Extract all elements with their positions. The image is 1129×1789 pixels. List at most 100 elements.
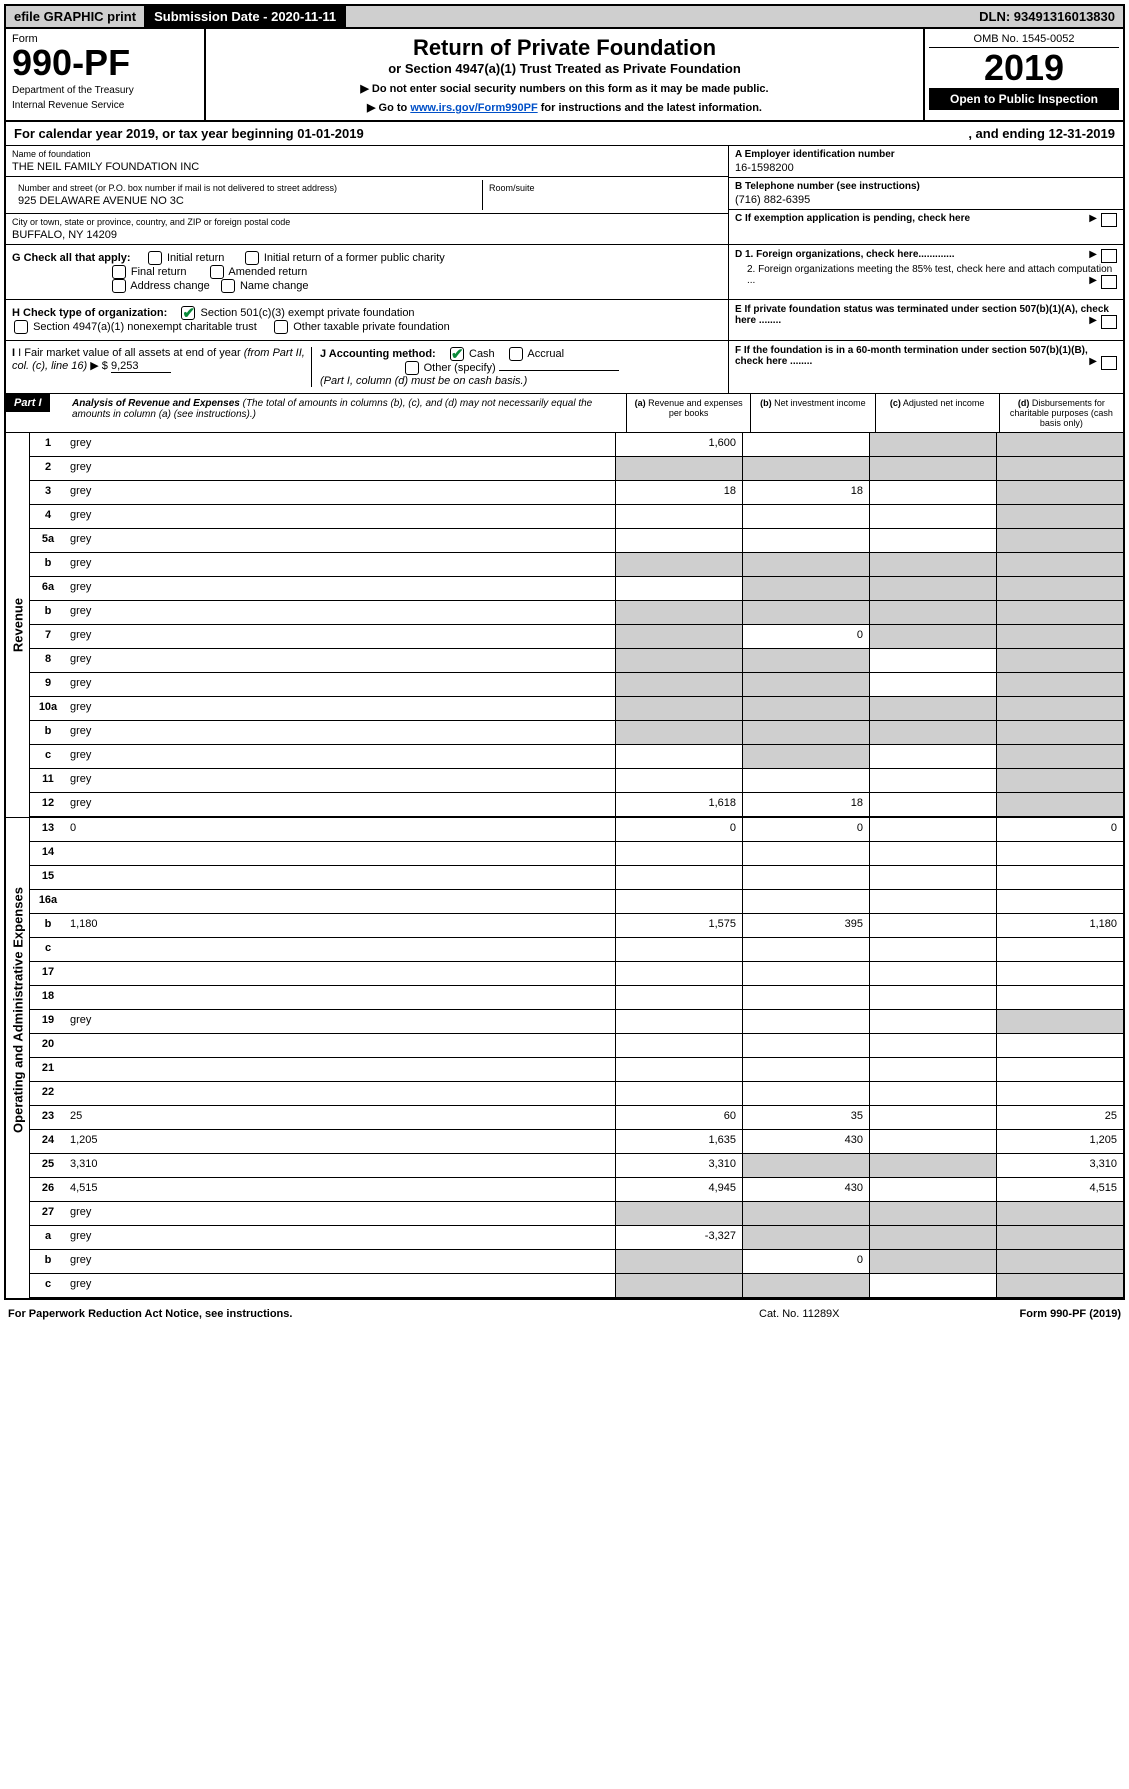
table-cell [869, 481, 996, 504]
table-cell [615, 697, 742, 720]
c-checkbox[interactable] [1101, 213, 1117, 227]
table-row: bgrey [30, 721, 1123, 745]
table-cell [869, 601, 996, 624]
table-cell: 1,205 [996, 1130, 1123, 1153]
table-cell: 1,180 [996, 914, 1123, 937]
row-description: grey [66, 481, 615, 504]
table-cell [869, 842, 996, 865]
row-number: 8 [30, 649, 66, 672]
e-checkbox[interactable] [1101, 315, 1117, 329]
d1-checkbox[interactable] [1101, 249, 1117, 263]
header-row: Form 990-PF Department of the Treasury I… [6, 29, 1123, 122]
row-number: 9 [30, 673, 66, 696]
form-ref: Form 990-PF (2019) [1020, 1308, 1121, 1320]
table-cell [996, 938, 1123, 961]
g-initial-former-checkbox[interactable] [245, 251, 259, 265]
dln-label: DLN: 93491316013830 [971, 6, 1123, 27]
d2-checkbox[interactable] [1101, 275, 1117, 289]
j-cash-checkbox[interactable] [450, 347, 464, 361]
row-number: 13 [30, 818, 66, 841]
row-number: c [30, 1274, 66, 1297]
table-cell: 430 [742, 1178, 869, 1201]
table-cell [615, 842, 742, 865]
table-cell [869, 769, 996, 792]
table-cell [996, 1226, 1123, 1249]
table-cell [869, 1226, 996, 1249]
table-cell [869, 818, 996, 841]
tax-year: 2019 [929, 48, 1119, 88]
row-number: 3 [30, 481, 66, 504]
table-cell [742, 457, 869, 480]
table-cell [742, 1058, 869, 1081]
table-row: 16a [30, 890, 1123, 914]
form-number: 990-PF [12, 45, 198, 81]
table-cell: 3,310 [615, 1154, 742, 1177]
row-description: grey [66, 505, 615, 528]
table-cell [615, 601, 742, 624]
row-number: 21 [30, 1058, 66, 1081]
table-cell [869, 529, 996, 552]
j-accrual-checkbox[interactable] [509, 347, 523, 361]
j-other-checkbox[interactable] [405, 361, 419, 375]
row-number: 2 [30, 457, 66, 480]
row-number: 14 [30, 842, 66, 865]
table-cell [869, 890, 996, 913]
table-cell [615, 649, 742, 672]
table-cell [615, 1082, 742, 1105]
h-501c3-checkbox[interactable] [181, 306, 195, 320]
efile-label[interactable]: efile GRAPHIC print [6, 6, 146, 27]
table-cell: 4,945 [615, 1178, 742, 1201]
table-row: 15 [30, 866, 1123, 890]
table-cell: 1,618 [615, 793, 742, 816]
table-cell [742, 745, 869, 768]
footer: For Paperwork Reduction Act Notice, see … [0, 1304, 1129, 1324]
row-description: grey [66, 1202, 615, 1225]
table-cell [742, 433, 869, 456]
row-description: 1,180 [66, 914, 615, 937]
table-cell [742, 842, 869, 865]
row-description: grey [66, 769, 615, 792]
g-initial-checkbox[interactable] [148, 251, 162, 265]
g-name-checkbox[interactable] [221, 279, 235, 293]
table-cell [742, 553, 869, 576]
table-cell [742, 1034, 869, 1057]
ein-cell: A Employer identification number 16-1598… [729, 146, 1123, 178]
table-cell: 1,635 [615, 1130, 742, 1153]
table-cell [742, 866, 869, 889]
h-other-checkbox[interactable] [274, 320, 288, 334]
table-row: 241,2051,6354301,205 [30, 1130, 1123, 1154]
table-cell [869, 505, 996, 528]
table-cell [869, 1130, 996, 1153]
table-cell: 18 [742, 793, 869, 816]
g-final-checkbox[interactable] [112, 265, 126, 279]
table-cell [869, 721, 996, 744]
table-cell [742, 721, 869, 744]
h-4947-checkbox[interactable] [14, 320, 28, 334]
g-address-checkbox[interactable] [112, 279, 126, 293]
table-row: b1,1801,5753951,180 [30, 914, 1123, 938]
row-description: grey [66, 577, 615, 600]
instr-ssn: ▶ Do not enter social security numbers o… [212, 82, 917, 95]
irs-link[interactable]: www.irs.gov/Form990PF [410, 102, 537, 114]
table-cell [869, 866, 996, 889]
f-checkbox[interactable] [1101, 356, 1117, 370]
table-cell [615, 577, 742, 600]
row-number: 7 [30, 625, 66, 648]
table-cell [615, 625, 742, 648]
table-cell [996, 457, 1123, 480]
expense-side-label: Operating and Administrative Expenses [6, 818, 30, 1202]
g-amended-checkbox[interactable] [210, 265, 224, 279]
row-number: b [30, 721, 66, 744]
table-cell [615, 1202, 742, 1225]
table-cell [615, 1034, 742, 1057]
table-row: 7grey0 [30, 625, 1123, 649]
table-row: 10agrey [30, 697, 1123, 721]
table-row: 253,3103,3103,310 [30, 1154, 1123, 1178]
table-cell [615, 1250, 742, 1273]
row-number: 5a [30, 529, 66, 552]
row-description: grey [66, 745, 615, 768]
table-row: 4grey [30, 505, 1123, 529]
table-cell [742, 1202, 869, 1225]
revenue-section: Revenue 1grey1,6002grey3grey18184grey5ag… [6, 433, 1123, 817]
table-cell [869, 1058, 996, 1081]
